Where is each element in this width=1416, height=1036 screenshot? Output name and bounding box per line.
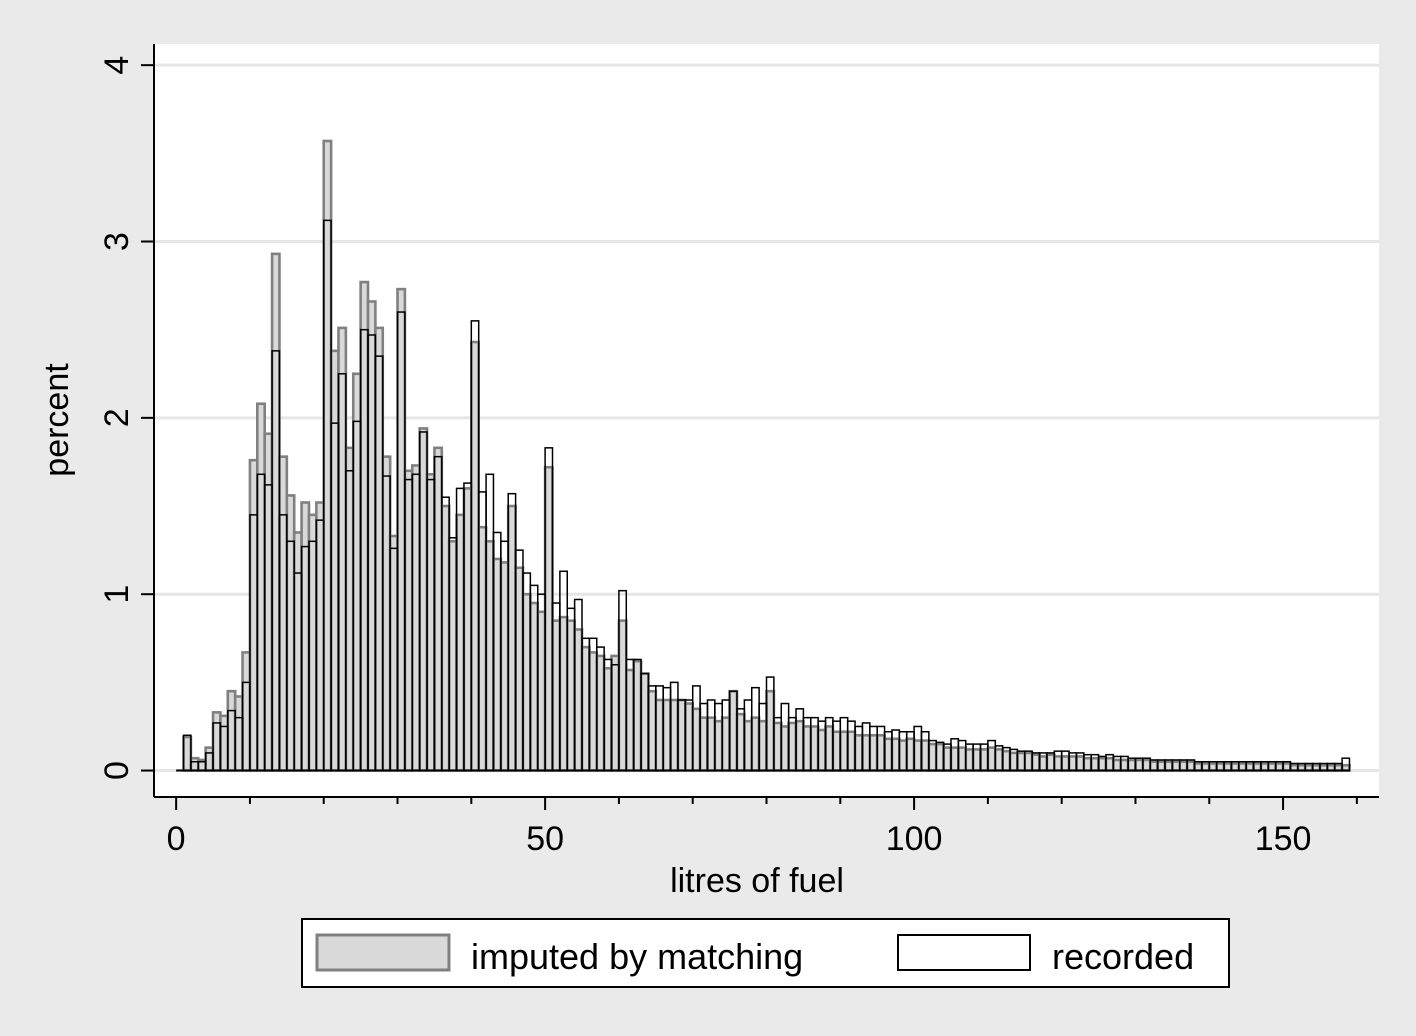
y-tick-label-1: 1 xyxy=(98,585,136,604)
x-tick-label-2: 100 xyxy=(886,820,943,858)
legend-label-recorded: recorded xyxy=(1052,936,1194,977)
y-axis-ticks: 0 1 2 3 4 xyxy=(98,56,154,780)
y-tick-label-3: 3 xyxy=(98,232,136,251)
series-recorded xyxy=(176,219,1351,772)
legend-swatch-imputed xyxy=(315,933,451,972)
legend-swatch-recorded xyxy=(897,934,1031,971)
legend: imputed by matching recorded xyxy=(301,918,1230,988)
x-tick-label-0: 0 xyxy=(167,820,186,858)
x-tick-label-3: 150 xyxy=(1255,820,1312,858)
legend-label-imputed: imputed by matching xyxy=(471,936,803,977)
y-tick-label-0: 0 xyxy=(98,761,136,780)
x-axis-ticks: 0 50 100 150 xyxy=(167,797,1358,858)
y-tick-label-2: 2 xyxy=(98,408,136,427)
legend-box xyxy=(301,918,1230,988)
y-axis-label: percent xyxy=(38,363,76,477)
x-axis-label: litres of fuel xyxy=(670,862,844,900)
x-tick-label-1: 50 xyxy=(526,820,564,858)
y-tick-label-4: 4 xyxy=(98,56,136,75)
